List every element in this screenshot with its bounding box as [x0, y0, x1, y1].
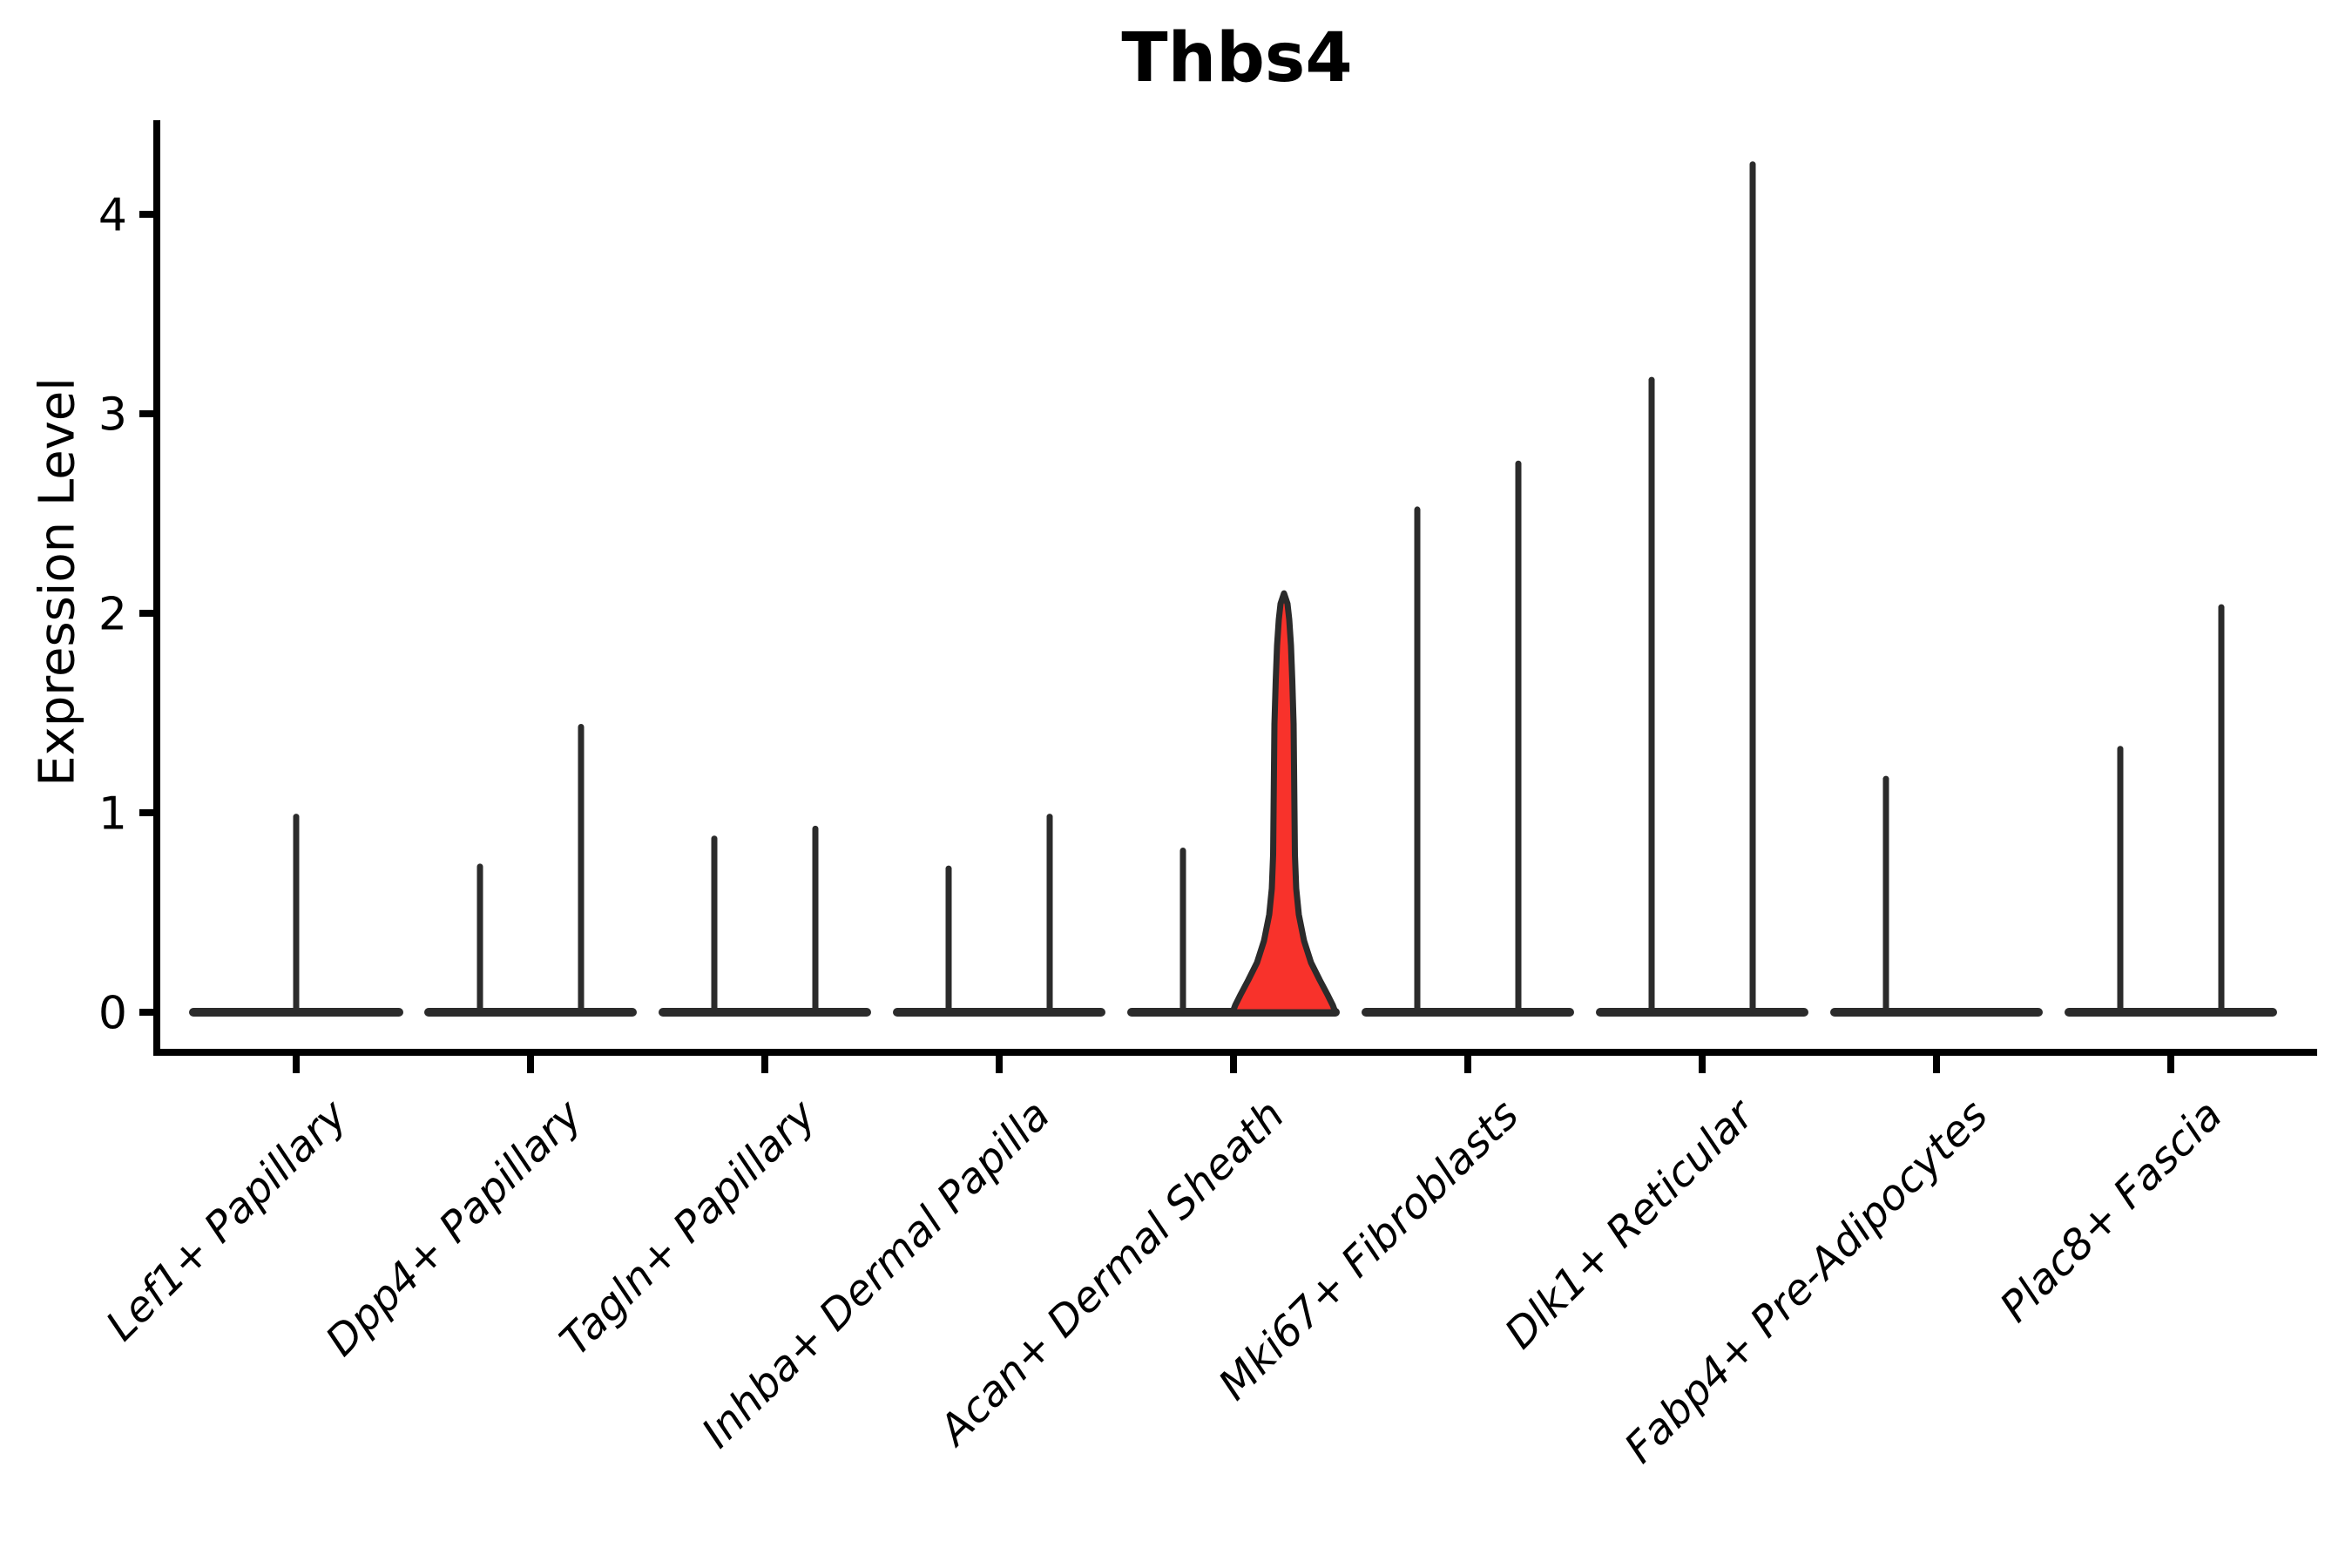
highlighted-violin	[1229, 590, 1339, 1016]
y-tick-label: 3	[98, 389, 127, 442]
y-tick-label: 4	[98, 190, 127, 242]
page-title: Thbs4	[1121, 19, 1353, 98]
y-tick-label: 0	[98, 988, 127, 1040]
y-tick-label: 1	[98, 788, 127, 841]
y-tick-label: 2	[98, 589, 127, 641]
